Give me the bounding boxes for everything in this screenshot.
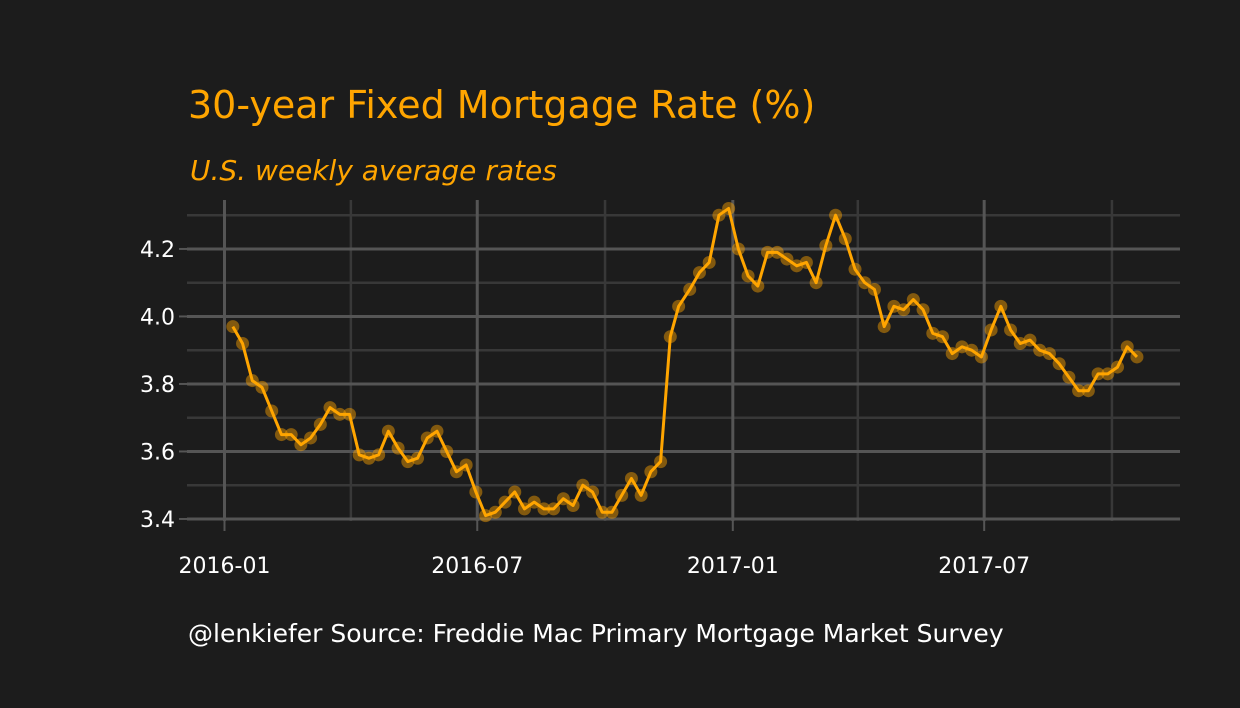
chart-subtitle: U.S. weekly average rates xyxy=(190,154,557,187)
y-tick-label: 3.6 xyxy=(140,440,175,465)
x-tick-label: 2016-01 xyxy=(179,554,271,579)
caption: @lenkiefer Source: Freddie Mac Primary M… xyxy=(188,619,1004,648)
y-tick-label: 3.8 xyxy=(140,373,175,398)
x-tick-label: 2017-01 xyxy=(687,554,779,579)
line xyxy=(231,206,1139,518)
plot xyxy=(226,201,1144,523)
x-tick-label: 2016-07 xyxy=(431,554,523,579)
grid: 3.4 3.6 3.8 4.0 4.2 2016-01 2016-07 2017-01 2017… xyxy=(140,200,1180,579)
y-tick-label: 3.4 xyxy=(140,508,175,533)
y-tick-label: 4.2 xyxy=(140,238,175,263)
chart-title: 30-year Fixed Mortgage Rate (%) xyxy=(188,83,815,127)
x-tick-label: 2017-07 xyxy=(938,554,1030,579)
y-tick-label: 4.0 xyxy=(140,305,175,330)
